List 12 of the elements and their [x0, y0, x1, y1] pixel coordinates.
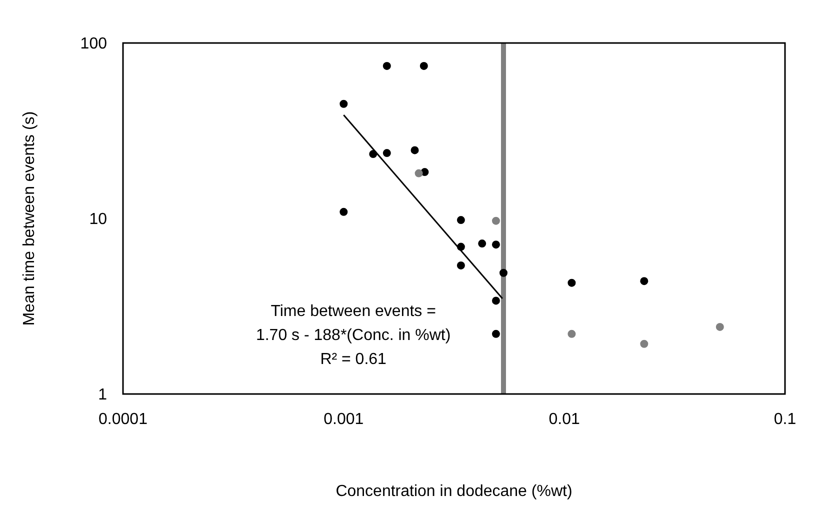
- x-tick-label: 0.01: [548, 411, 580, 428]
- y-tick-label: 10: [89, 211, 108, 228]
- x-tick-label: 0.0001: [98, 411, 148, 428]
- x-tick-label: 0.1: [774, 411, 796, 428]
- x-tick-label: 0.001: [324, 411, 364, 428]
- annotation: 1.70 s - 188*(Conc. in %wt): [256, 327, 451, 344]
- y-tick-label: 1: [98, 386, 108, 404]
- y-tick-label: 100: [80, 36, 108, 53]
- annotation: Time between events =: [270, 303, 436, 320]
- x-axis-title: Concentration in dodecane (%wt): [336, 483, 572, 500]
- y-axis-title: Mean time between events (s): [21, 111, 38, 326]
- annotation: R² = 0.61: [320, 351, 387, 368]
